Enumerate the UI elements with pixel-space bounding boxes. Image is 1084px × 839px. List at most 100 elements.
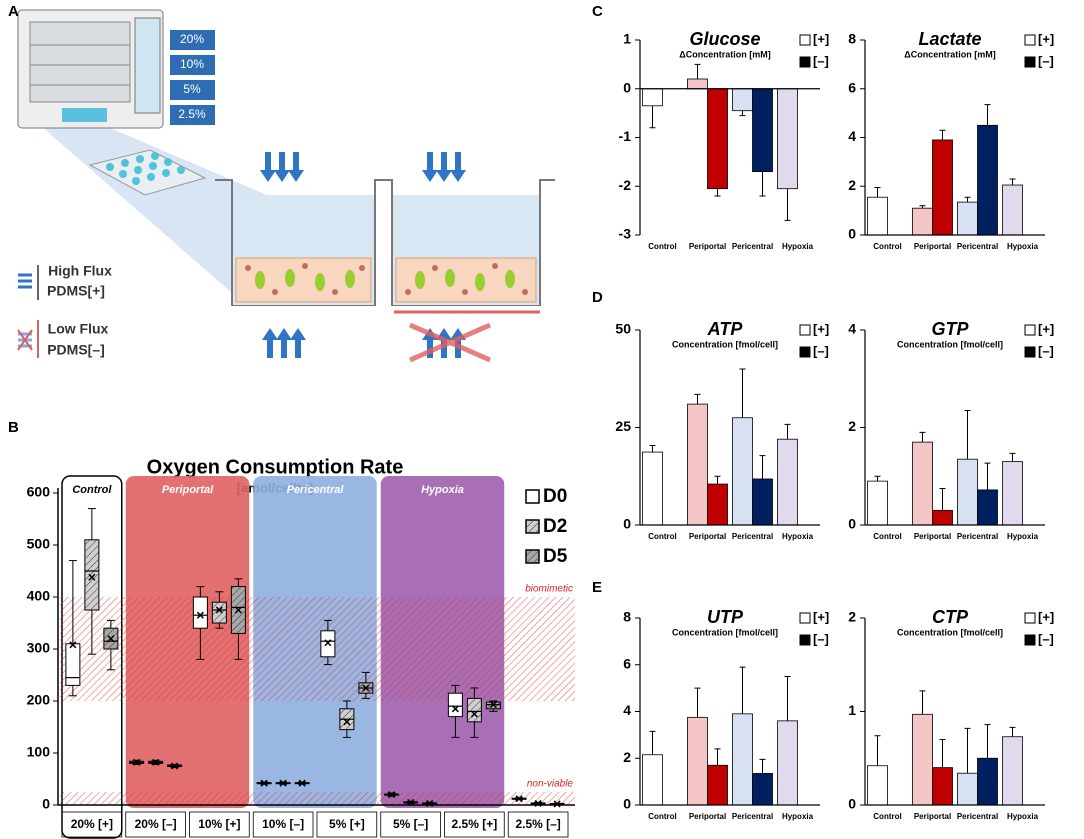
- mean-marker: [362, 684, 370, 692]
- category-cell: [125, 811, 186, 838]
- y-tick-label: 2: [848, 609, 856, 625]
- error-bar: [874, 735, 881, 766]
- y-tick-label: 1: [623, 31, 631, 47]
- bar: [732, 417, 753, 526]
- bar: [642, 88, 663, 107]
- error-bar: [714, 475, 721, 485]
- region-label: Hypoxia: [421, 484, 464, 496]
- category-cell: [316, 811, 378, 838]
- bar: [1002, 184, 1023, 236]
- bar: [977, 124, 998, 236]
- bar: [707, 88, 728, 190]
- legend-label: [–]: [1038, 53, 1054, 68]
- mean-marker: [69, 641, 77, 649]
- bar: [957, 458, 978, 526]
- legend-label: PDMS[–]: [47, 342, 105, 358]
- category-cell: [380, 811, 441, 838]
- legend-swatch: [1024, 34, 1036, 46]
- error-bar: [784, 675, 791, 721]
- error-bar: [759, 171, 766, 197]
- y-tick-label: 1: [848, 702, 856, 718]
- error-bar: [739, 666, 746, 714]
- chart-subtitle: Concentration [fmol/cell]: [672, 339, 778, 349]
- x-tick-label: 10% [–]: [262, 817, 304, 831]
- bar: [1002, 461, 1023, 526]
- x-tick-label: Pericentral: [732, 242, 773, 251]
- y-tick-label: 2: [848, 177, 856, 193]
- legend-swatch: [799, 634, 811, 646]
- legend-label: [+]: [1038, 321, 1054, 336]
- x-tick-label: Periportal: [689, 242, 726, 251]
- box: [447, 692, 463, 718]
- error-bar: [649, 730, 656, 755]
- bar: [777, 88, 798, 190]
- y-tick-label: 6: [848, 79, 856, 95]
- plate: [88, 149, 207, 196]
- legend-label: High Flux: [48, 263, 112, 279]
- x-tick-label: 2.5% [–]: [515, 817, 560, 831]
- mean-marker: [279, 779, 287, 787]
- y-tick-label: 4: [848, 128, 856, 144]
- error-bar: [759, 758, 766, 774]
- y-tick-label: -3: [619, 226, 632, 242]
- error-bar: [739, 368, 746, 418]
- legend-label: [+]: [1038, 31, 1054, 46]
- legend-swatch: [799, 324, 811, 336]
- bar: [867, 480, 888, 526]
- x-tick-label: Periportal: [689, 532, 726, 541]
- legend-label: [–]: [1038, 343, 1054, 358]
- error-bar: [714, 188, 721, 197]
- mean-marker: [234, 606, 242, 614]
- x-tick-label: 5% [+]: [329, 817, 365, 831]
- x-tick-label: Periportal: [914, 532, 951, 541]
- chart-title: Oxygen Consumption Rate: [147, 456, 404, 478]
- y-tick-label: 50: [615, 321, 631, 337]
- y-tick-label: 500: [27, 536, 51, 552]
- diagram: High Flux PDMS[+] Low Flux PDMS[–]: [17, 9, 555, 363]
- x-tick-label: 5% [–]: [393, 817, 428, 831]
- y-tick-label: 8: [623, 609, 631, 625]
- legend-label: D0: [543, 486, 567, 507]
- category-cell: [189, 811, 250, 838]
- region-label: Periportal: [162, 484, 214, 496]
- mean-marker: [171, 762, 179, 770]
- error-bar: [1009, 726, 1016, 737]
- bar: [752, 773, 773, 806]
- band-label: non-viable: [527, 779, 574, 790]
- y-tick-label: -1: [619, 128, 632, 144]
- panel-label: E: [592, 579, 602, 596]
- chart-subtitle: Concentration [fmol/cell]: [897, 339, 1003, 349]
- bar: [1002, 736, 1023, 806]
- legend-icons: [17, 265, 39, 358]
- x-tick-label: Control: [873, 532, 901, 541]
- y-tick-label: 300: [27, 640, 51, 656]
- error-bar: [964, 409, 971, 460]
- legend-label: [–]: [813, 343, 829, 358]
- y-tick-label: 600: [27, 484, 51, 500]
- oxygen-box: [170, 105, 215, 125]
- box-hatch: [467, 698, 482, 722]
- oxygen-label: 2.5%: [178, 107, 206, 121]
- y-tick-label: 4: [623, 702, 631, 718]
- y-tick-label: 0: [623, 796, 631, 812]
- x-tick-label: Periportal: [914, 242, 951, 251]
- bar: [642, 754, 663, 806]
- legend-label: [–]: [813, 53, 829, 68]
- error-bar: [984, 462, 991, 490]
- x-tick-label: Control: [873, 812, 901, 821]
- x-tick-label: Hypoxia: [782, 532, 814, 541]
- x-tick-label: Periportal: [914, 812, 951, 821]
- bar: [957, 772, 978, 806]
- legend-swatch: [1024, 56, 1036, 68]
- error-bar: [784, 423, 791, 440]
- bar: [932, 509, 953, 526]
- mean-marker: [107, 635, 115, 643]
- bar: [687, 403, 708, 526]
- wells: [215, 179, 555, 314]
- y-tick-label: 200: [27, 692, 51, 708]
- error-bar: [1009, 452, 1016, 462]
- box: [65, 643, 81, 686]
- chart-subtitle: Concentration [fmol/cell]: [672, 627, 778, 637]
- block-cross: [408, 322, 492, 363]
- mean-marker: [451, 705, 459, 713]
